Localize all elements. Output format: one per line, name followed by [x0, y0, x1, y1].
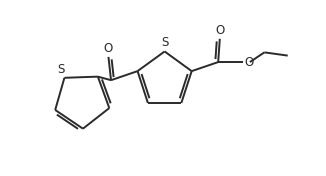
Text: O: O [245, 56, 254, 69]
Text: S: S [57, 62, 64, 76]
Text: O: O [104, 42, 113, 55]
Text: O: O [215, 24, 224, 37]
Text: S: S [161, 36, 168, 49]
